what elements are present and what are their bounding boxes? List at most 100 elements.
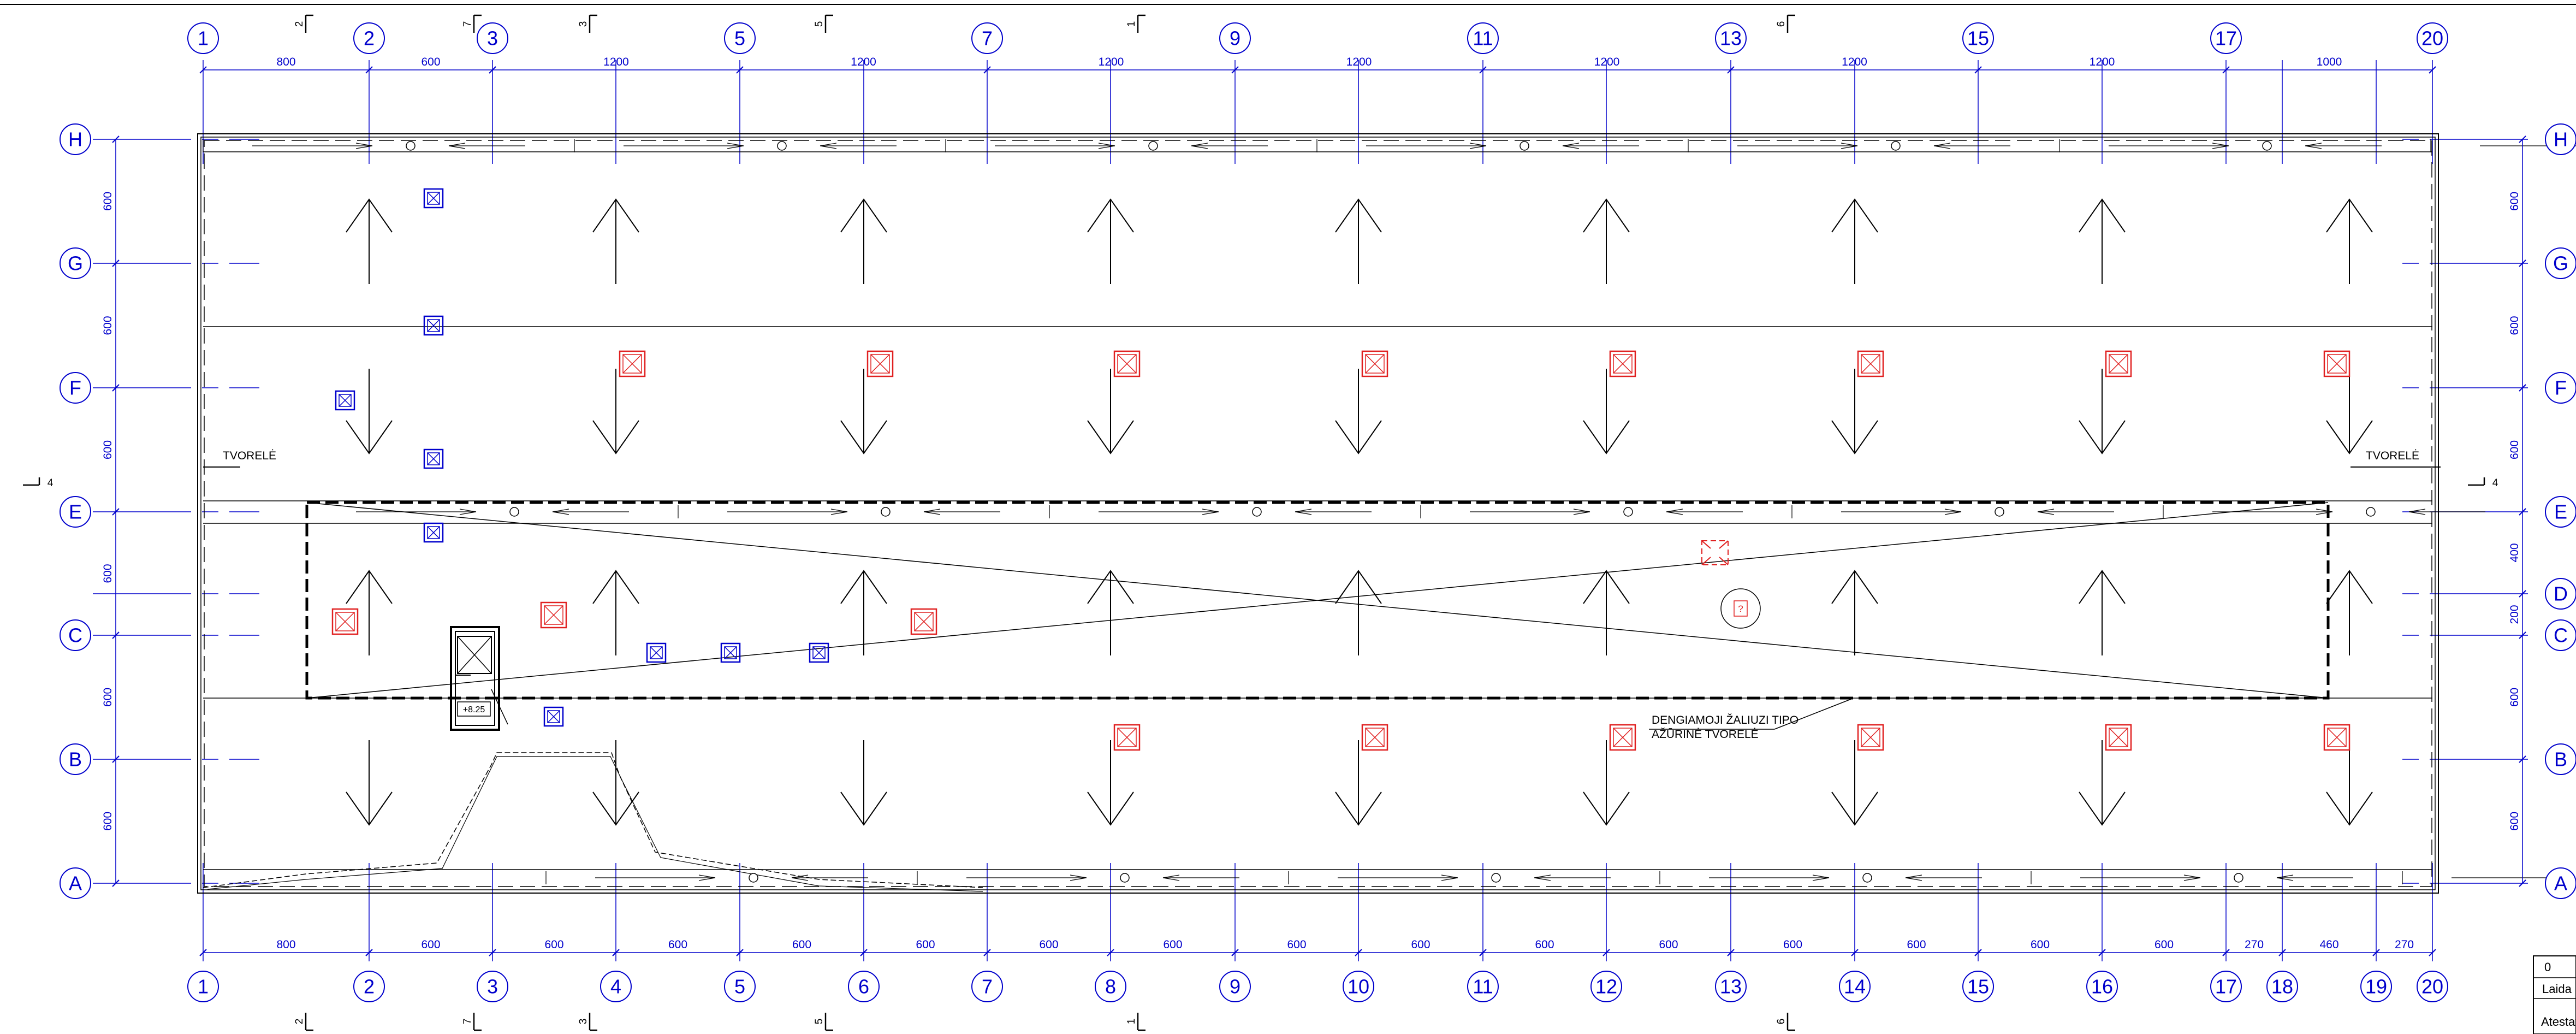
- svg-text:6: 6: [1776, 1019, 1787, 1025]
- svg-text:20: 20: [2421, 976, 2443, 998]
- svg-text:5: 5: [814, 21, 825, 27]
- svg-text:4: 4: [610, 976, 621, 998]
- svg-text:7: 7: [982, 27, 993, 50]
- drain-marker-red: [1857, 350, 1884, 377]
- louvre-label-line2: AŽŪRINĖ TVORELĖ: [1652, 728, 1759, 741]
- column-axis-bubble: 11: [1467, 971, 1499, 1002]
- row-axis-bubble: G: [2545, 247, 2576, 279]
- svg-text:A: A: [2554, 872, 2567, 895]
- revision-number: 0: [2544, 960, 2551, 974]
- svg-text:7: 7: [982, 976, 993, 998]
- row-axis-bubble: C: [60, 619, 91, 651]
- row-axis-bubble: E: [2545, 496, 2576, 528]
- side-section-mark: 4: [23, 477, 54, 489]
- top-dimension-row: 800 600 1200 1200 1200 1200 1200 1200 1200 1000: [199, 56, 2436, 74]
- svg-text:10: 10: [1348, 976, 1369, 998]
- column-axis-bubble: 6: [848, 971, 880, 1002]
- column-axis-bubble: 19: [2360, 971, 2392, 1002]
- svg-text:17: 17: [2215, 27, 2237, 50]
- column-axis-bubble: 17: [2210, 971, 2242, 1002]
- right-dimension-column: 600 600 600 400 200 600 600: [2508, 135, 2526, 887]
- svg-text:G: G: [2553, 252, 2568, 275]
- drain-marker-red: [1113, 724, 1141, 751]
- dimension-label: 600: [2031, 938, 2050, 951]
- drain-marker-red: [619, 350, 646, 377]
- drain-marker-red: [1857, 724, 1884, 751]
- drain-marker-red: [2323, 724, 2351, 751]
- svg-text:13: 13: [1720, 27, 1742, 50]
- svg-text:5: 5: [814, 1019, 825, 1025]
- svg-text:15: 15: [1967, 976, 1989, 998]
- drain-marker-red: [1609, 350, 1636, 377]
- certificate-label: Atestat: [2541, 1015, 2576, 1029]
- dimension-label: 1200: [1842, 56, 1867, 68]
- svg-text:1: 1: [1126, 21, 1137, 27]
- dimension-label: 800: [276, 56, 295, 68]
- row-axis-bubble: F: [2545, 372, 2576, 404]
- section-mark: 1: [1126, 14, 1145, 33]
- svg-text:19: 19: [2365, 976, 2387, 998]
- column-axis-bubble: 15: [1962, 971, 1994, 1002]
- left-dimension-column: 600 600 600 600 600 600 600: [102, 0, 121, 887]
- column-axis-bubble: 7: [971, 22, 1003, 54]
- section-mark: 1: [1126, 1013, 1145, 1031]
- column-axis-bubble: 15: [1962, 22, 1994, 54]
- svg-text:F: F: [69, 377, 81, 399]
- dimension-label: 600: [1287, 938, 1306, 951]
- dimension-label: 600: [1783, 938, 1802, 951]
- column-axis-bubble: 9: [1219, 971, 1251, 1002]
- section-mark: 5: [814, 14, 833, 33]
- dimension-label: 1200: [851, 56, 876, 68]
- svg-text:1: 1: [198, 976, 209, 998]
- column-axis-bubble: 8: [1095, 971, 1126, 1002]
- svg-text:F: F: [2555, 377, 2567, 399]
- svg-text:14: 14: [1844, 976, 1866, 998]
- drain-marker-blue: [423, 522, 444, 543]
- dimension-label: 1200: [1099, 56, 1124, 68]
- section-mark: 6: [1776, 1013, 1795, 1031]
- svg-text:C: C: [2554, 624, 2568, 647]
- column-axis-bubble: 20: [2417, 971, 2448, 1002]
- svg-text:E: E: [69, 501, 82, 523]
- svg-text:12: 12: [1595, 976, 1617, 998]
- column-axis-bubble: 12: [1590, 971, 1622, 1002]
- svg-text:8: 8: [1105, 976, 1116, 998]
- drain-marker-red: [910, 608, 937, 635]
- dimension-label: 600: [102, 688, 114, 707]
- drain-marker-red: [2105, 350, 2132, 377]
- dimension-label: 1000: [2317, 56, 2342, 68]
- svg-text:1: 1: [198, 27, 209, 50]
- svg-text:20: 20: [2421, 27, 2443, 50]
- section-mark: 7: [462, 1013, 482, 1031]
- dimension-label: 1200: [1346, 56, 1372, 68]
- column-axis-bubble: 3: [477, 22, 508, 54]
- tvorele-left-label: TVORELĖ: [223, 450, 276, 462]
- section-mark: 3: [578, 14, 597, 33]
- column-axis-bubble: 2: [353, 971, 385, 1002]
- section-marks: 2 7 3 5 1 6 2 7 3 5 1 6 4 4: [23, 14, 2498, 1031]
- dimension-label: 800: [276, 938, 295, 951]
- side-section-mark: 4: [2468, 477, 2498, 489]
- svg-text:2: 2: [294, 1019, 305, 1025]
- svg-text:7: 7: [462, 1019, 473, 1025]
- column-axis-bubble: 4: [600, 971, 632, 1002]
- dimension-label: 600: [2508, 192, 2521, 211]
- dimension-label: 600: [1907, 938, 1926, 951]
- dimension-label: 600: [2508, 440, 2521, 459]
- unknown-mark-text: ?: [1738, 604, 1743, 614]
- svg-text:B: B: [69, 748, 82, 771]
- dimension-label: 600: [668, 938, 687, 951]
- unknown-circle-mark: ?: [1720, 588, 1761, 629]
- svg-text:2: 2: [364, 27, 375, 50]
- column-axis-bubble: 1: [187, 971, 219, 1002]
- svg-text:18: 18: [2271, 976, 2293, 998]
- svg-text:E: E: [2554, 501, 2567, 523]
- svg-text:17: 17: [2215, 976, 2237, 998]
- issue-label: Laida: [2542, 982, 2572, 996]
- dimension-label: 600: [102, 0, 121, 3]
- axis-bubbles: 1 2 3 5 7 9 11 13 15 17 201 2 3 4 5 6 7 8 9 10 11 12 13 14 15 16 1…: [60, 22, 2576, 1002]
- svg-text:B: B: [2554, 748, 2567, 771]
- column-axis-bubble: 13: [1715, 22, 1747, 54]
- dimension-label: 600: [792, 938, 811, 951]
